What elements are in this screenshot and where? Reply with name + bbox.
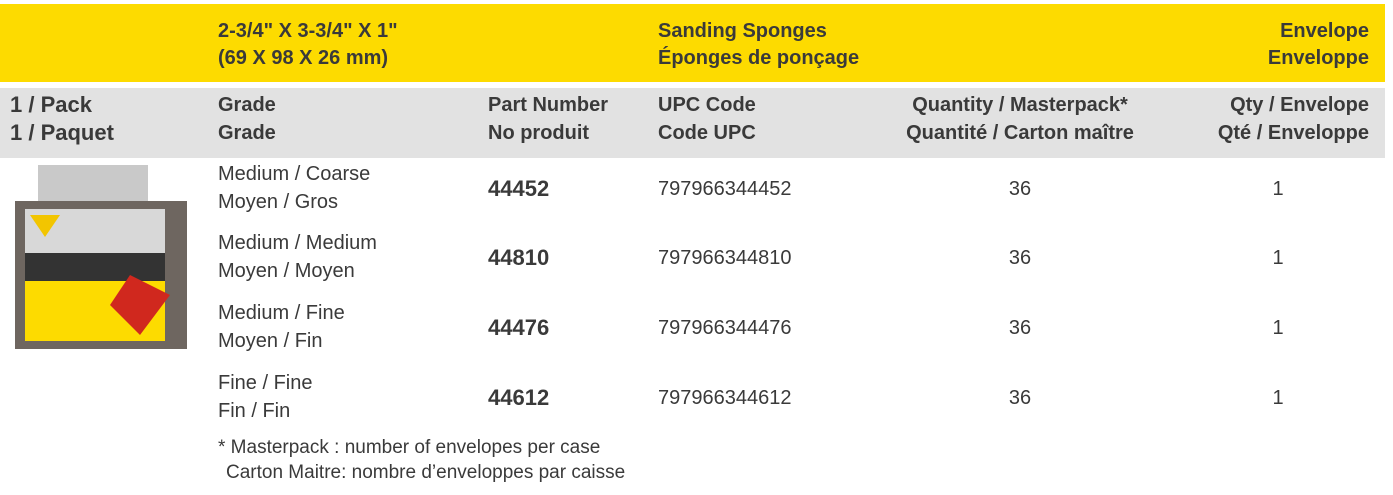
- column-header: Grade: [218, 119, 276, 147]
- column-header: Quantité / Carton maître: [870, 119, 1170, 147]
- column-header: UPC Code: [658, 91, 756, 119]
- grade: Medium / Coarse: [218, 160, 370, 188]
- envelope-qty: 1: [1228, 384, 1328, 412]
- column-header: Quantity / Masterpack*: [870, 91, 1170, 119]
- page: 2-3/4" X 3-3/4" X 1" (69 X 98 X 26 mm) S…: [0, 0, 1393, 495]
- title: Sanding Sponges: [658, 17, 827, 45]
- upc: 797966344810: [658, 244, 791, 272]
- part-number: 44452: [488, 175, 549, 203]
- grade: Medium / Medium: [218, 229, 377, 257]
- grade: Fin / Fin: [218, 397, 290, 425]
- upc: 797966344612: [658, 384, 791, 412]
- footnote-fr: Carton Maitre: nombre d’enveloppes par c…: [226, 459, 625, 487]
- column-header: 1 / Pack: [10, 91, 200, 119]
- upc: 797966344452: [658, 175, 791, 203]
- part-number: 44476: [488, 314, 549, 342]
- column-header: Code UPC: [658, 119, 756, 147]
- grade: Moyen / Moyen: [218, 257, 355, 285]
- envelope-qty: 1: [1228, 244, 1328, 272]
- envelope-qty: 1: [1228, 314, 1328, 342]
- upc: 797966344476: [658, 314, 791, 342]
- masterpack-qty: 36: [870, 175, 1170, 203]
- grade: Moyen / Fin: [218, 327, 322, 355]
- packaging-fr: Enveloppe: [1268, 44, 1369, 72]
- column-header: Qty / Envelope: [1230, 91, 1369, 119]
- product-image: [10, 165, 200, 355]
- masterpack-qty: 36: [870, 244, 1170, 272]
- size-metric: (69 X 98 X 26 mm): [218, 44, 388, 72]
- footnote: * Masterpack : number of envelopes per c…: [218, 434, 600, 462]
- grade: Fine / Fine: [218, 369, 312, 397]
- column-header: Qté / Enveloppe: [1218, 119, 1369, 147]
- masterpack-qty: 36: [870, 314, 1170, 342]
- packaging: Envelope: [1280, 17, 1369, 45]
- part-number: 44612: [488, 384, 549, 412]
- masterpack-qty: 36: [870, 384, 1170, 412]
- grade: Medium / Fine: [218, 299, 345, 327]
- envelope-qty: 1: [1228, 175, 1328, 203]
- column-header: No produit: [488, 119, 589, 147]
- column-header: Grade: [218, 91, 276, 119]
- column-header: 1 / Paquet: [10, 119, 200, 147]
- title-fr: Éponges de ponçage: [658, 44, 859, 72]
- grade: Moyen / Gros: [218, 188, 338, 216]
- size: 2-3/4" X 3-3/4" X 1": [218, 17, 398, 45]
- part-number: 44810: [488, 244, 549, 272]
- column-header: Part Number: [488, 91, 608, 119]
